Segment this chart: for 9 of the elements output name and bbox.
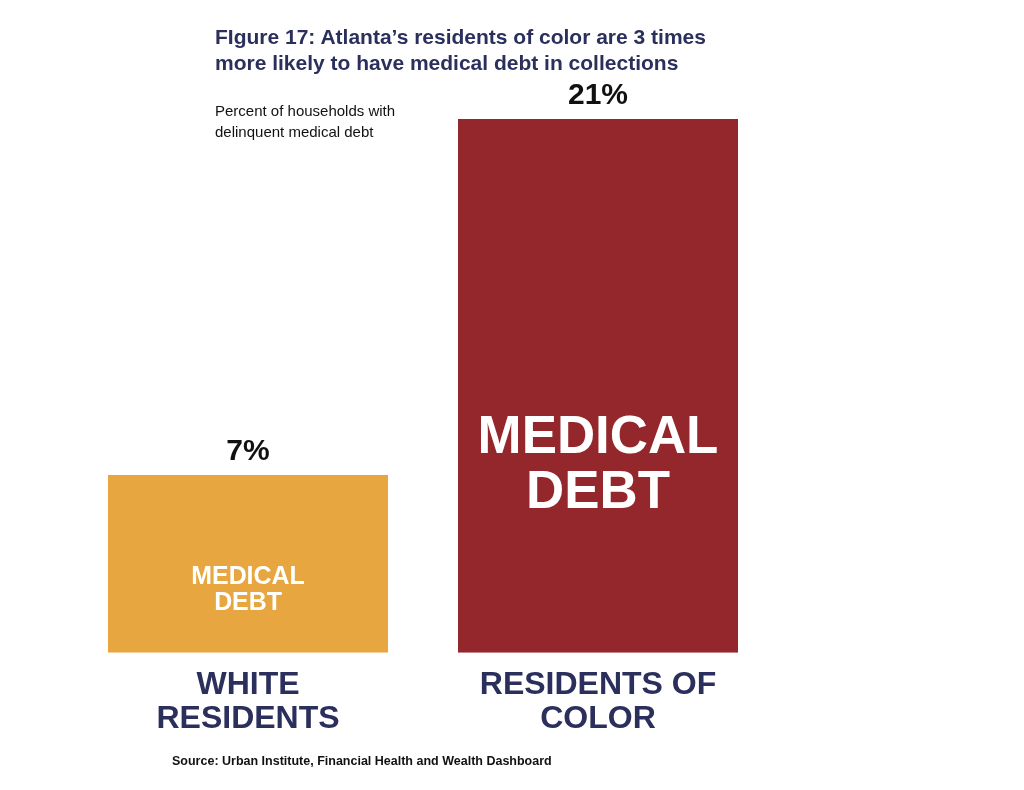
chart-subtitle: Percent of households with delinquent medical debt bbox=[215, 101, 397, 142]
annotation: MEDICAL DEBT bbox=[191, 561, 305, 616]
x-tick-label: RESIDENTS OF COLOR bbox=[479, 665, 717, 736]
chart-title: FIgure 17: Atlanta’s residents of color are 3 times more likely to have medical debt in collections bbox=[215, 24, 707, 76]
x-tick-label: WHITE RESIDENTS bbox=[156, 665, 340, 736]
data-label: 21% bbox=[567, 77, 629, 111]
data-label: 7% bbox=[226, 433, 270, 467]
annotation: MEDICAL DEBT bbox=[477, 404, 719, 520]
source-note: Source: Urban Institute, Financial Health and Wealth Dashboard bbox=[172, 754, 552, 768]
